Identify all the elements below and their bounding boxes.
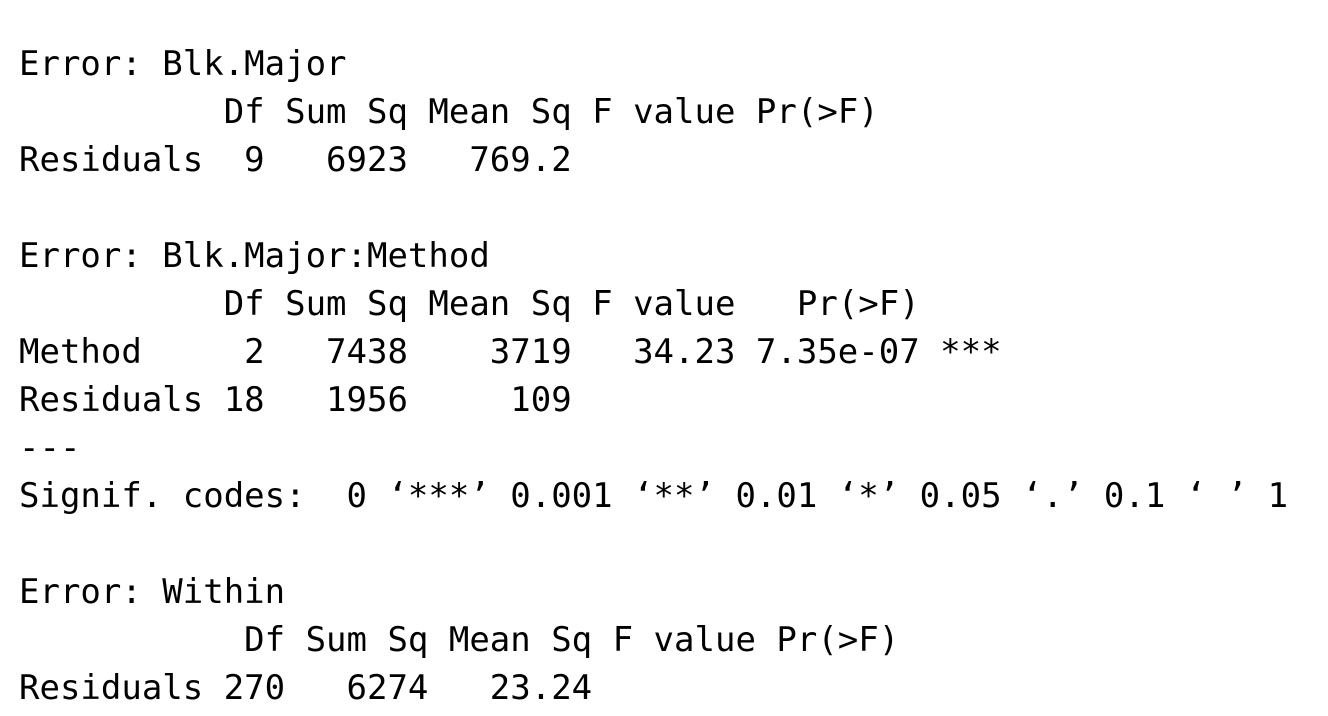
r-console-output: Error: Blk.Major Df Sum Sq Mean Sq F val… [19,0,1319,716]
anova-table-header: Df Sum Sq Mean Sq F value Pr(>F) [19,92,879,132]
anova-row-residuals: Residuals 9 6923 769.2 [19,140,572,180]
anova-row-method: Method 2 7438 3719 34.23 7.35e-07 *** [19,332,1002,372]
error-stratum-blk-major-heading: Error: Blk.Major [19,44,347,84]
signif-codes-legend: Signif. codes: 0 ‘***’ 0.001 ‘**’ 0.01 ‘… [19,476,1289,516]
anova-table-header: Df Sum Sq Mean Sq F value Pr(>F) [19,284,920,324]
error-stratum-within-heading: Error: Within [19,572,286,612]
anova-row-residuals: Residuals 270 6274 23.24 [19,668,593,708]
anova-row-residuals: Residuals 18 1956 109 [19,380,572,420]
anova-table-header: Df Sum Sq Mean Sq F value Pr(>F) [19,620,900,660]
separator-line: --- [19,428,81,468]
error-stratum-blk-major-method-heading: Error: Blk.Major:Method [19,236,490,276]
